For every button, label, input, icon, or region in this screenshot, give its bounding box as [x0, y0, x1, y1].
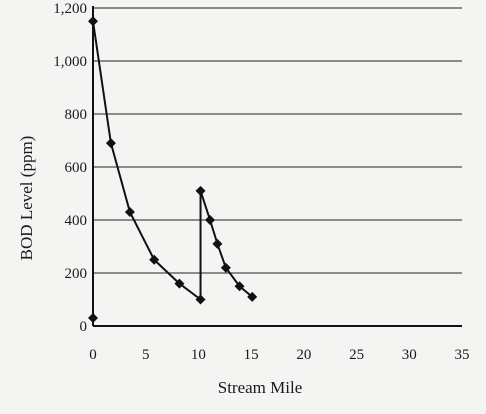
data-point	[234, 281, 245, 292]
data-point	[149, 254, 160, 265]
data-point	[247, 291, 258, 302]
x-tick-label: 25	[349, 347, 364, 363]
data-point	[124, 207, 135, 218]
series-line	[92, 20, 253, 319]
x-tick-label: 15	[244, 347, 259, 363]
gridlines	[93, 7, 462, 274]
x-tick-label: 5	[142, 347, 150, 363]
x-ticks: 0 5 10 15 20 25 30 35	[89, 347, 469, 363]
y-tick-label: 1,000	[53, 54, 87, 70]
data-point	[205, 215, 216, 225]
x-tick-label: 10	[191, 347, 206, 363]
y-tick-label: 800	[65, 107, 88, 123]
x-tick-label: 20	[296, 347, 311, 363]
data-point	[195, 294, 206, 305]
data-point	[195, 185, 206, 196]
x-tick-label: 0	[89, 347, 97, 363]
data-series	[88, 16, 258, 324]
y-tick-label: 1,200	[53, 1, 87, 17]
y-tick-label: 200	[65, 266, 88, 282]
data-point	[220, 262, 231, 273]
y-tick-label: 600	[65, 160, 88, 176]
data-point	[88, 16, 98, 27]
data-point	[88, 313, 98, 324]
data-point	[105, 138, 116, 149]
y-tick-label: 400	[65, 213, 88, 229]
y-axis-title: BOD Level (ppm)	[17, 136, 36, 261]
x-axis-title: Stream Mile	[218, 378, 303, 397]
y-ticks: 0 200 400 600 800 1,000 1,200	[53, 1, 87, 335]
y-tick-label: 0	[80, 319, 88, 335]
data-point	[212, 238, 223, 249]
x-tick-label: 35	[455, 347, 470, 363]
x-tick-label: 30	[402, 347, 417, 363]
data-point	[174, 278, 185, 289]
